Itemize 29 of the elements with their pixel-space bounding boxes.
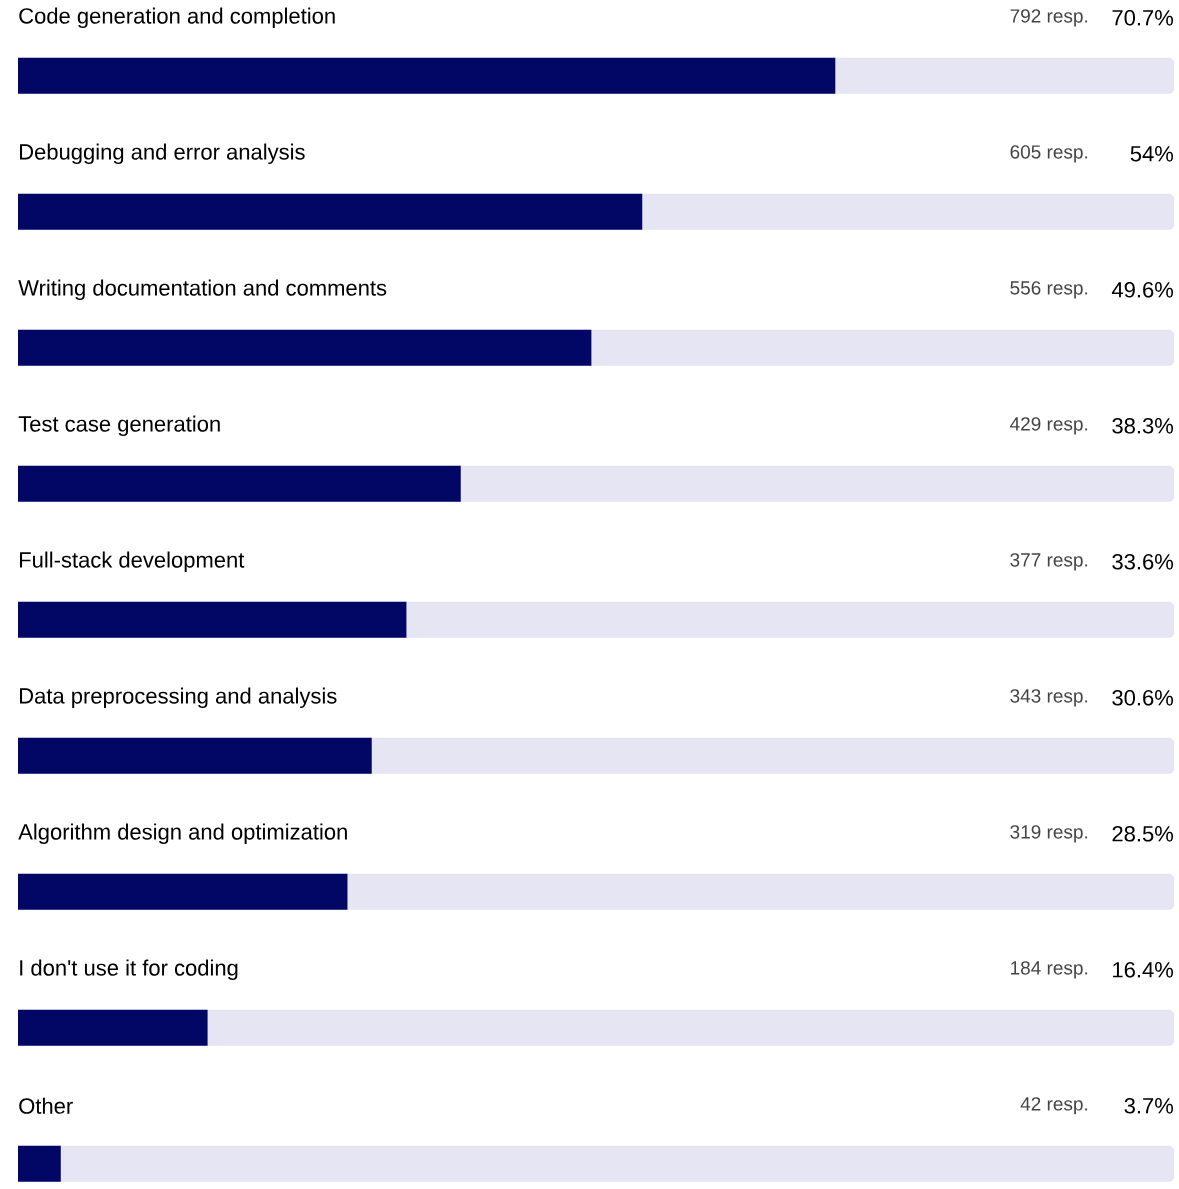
y-tick-label: Debugging and error analysis — [20, 143, 305, 165]
y-tick-label: Algorithm design and optimization — [18, 823, 347, 845]
annotation: 605 resp. — [1010, 145, 1088, 163]
annotation: 42 resp. — [1020, 1097, 1088, 1115]
data-label: 16.4% — [1113, 961, 1174, 978]
annotation: 184 resp. — [1011, 961, 1088, 979]
data-label: 70.7% — [1112, 10, 1174, 26]
data-label: 33.6% — [1112, 554, 1174, 570]
annotation: 429 resp. — [1010, 417, 1088, 435]
annotation: 556 resp. — [1010, 281, 1088, 299]
y-tick-label: Other — [19, 1097, 73, 1114]
y-tick-label: Writing documentation and comments — [18, 279, 387, 301]
data-label: 54% — [1130, 146, 1174, 162]
data-label: 38.3% — [1112, 418, 1174, 434]
annotation: 319 resp. — [1010, 825, 1088, 843]
data-label: 3.7% — [1124, 1097, 1174, 1114]
y-tick-label: Data preprocessing and analysis — [20, 687, 337, 709]
annotation: 792 resp. — [1010, 9, 1088, 27]
annotation: 343 resp. — [1010, 689, 1088, 707]
y-tick-label: Test case generation — [18, 415, 220, 437]
data-label: 49.6% — [1111, 282, 1174, 298]
y-tick-label: I don't use it for coding — [20, 959, 238, 981]
y-tick-label: Full-stack development — [20, 551, 245, 573]
data-label: 28.5% — [1112, 825, 1174, 842]
annotation: 377 resp. — [1010, 553, 1088, 571]
bar — [18, 1145, 61, 1182]
bar — [18, 1009, 208, 1046]
y-tick-label: Code generation and completion — [19, 7, 335, 29]
data-label: 30.6% — [1112, 690, 1174, 706]
